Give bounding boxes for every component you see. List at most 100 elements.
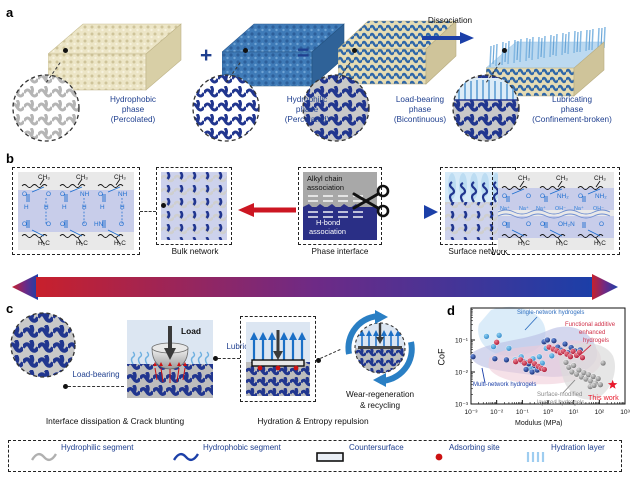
panel-c: c Load-bearing	[0, 300, 448, 430]
caption-hydrophilic-l2: phase	[295, 105, 319, 114]
caption-hydrophilic-l3: (Percolated)	[284, 115, 330, 124]
anchor-dot	[243, 48, 248, 53]
chem-right-h3c-1: H₃C	[518, 240, 530, 247]
chem-left-h-2: H	[44, 204, 49, 211]
caption-hydrophobic-l2: phase	[121, 105, 145, 114]
legend-label-hydrophilic: Hydrophilic segment	[61, 443, 134, 452]
wave-grey-icon	[30, 452, 58, 462]
chem-right-r3-5: O	[599, 221, 604, 228]
alkyl-chain-label-l2: association	[307, 183, 344, 192]
svg-text:10⁻¹: 10⁻¹	[516, 409, 530, 416]
caption-hydrophobic-l1: Hydrophobic	[110, 95, 156, 104]
svg-text:hydrogels: hydrogels	[583, 338, 609, 344]
legend-item-hydrophobic	[172, 450, 200, 464]
svg-text:10⁰: 10⁰	[543, 408, 553, 416]
caption-hydrophobic-l3: (Percolated)	[110, 115, 156, 124]
figure-legend: Hydrophilic segment Hydrophobic segment …	[8, 440, 622, 472]
panel-c-caption-right: Hydration & Entropy repulsion	[257, 416, 369, 426]
hydrophobic-slab-graphic	[48, 23, 182, 91]
chem-right-r1-1: O	[502, 193, 507, 200]
svg-text:Functional additive: Functional additive	[565, 322, 616, 328]
chem-left-h-3: H	[62, 204, 67, 211]
legend-item-adsorbing	[433, 450, 447, 464]
bulk-network-label: Bulk network	[171, 247, 219, 256]
svg-text:10⁻³: 10⁻³	[464, 409, 478, 416]
caption-lubricating-l2: phase	[560, 105, 584, 114]
leader-line	[68, 386, 124, 387]
dissociation-arrow-icon	[422, 32, 474, 44]
svg-text:10⁻¹: 10⁻¹	[455, 337, 469, 344]
blue-arrow-icon	[386, 205, 438, 219]
chart-ylabel: CoF	[436, 348, 447, 366]
chem-left-r1-5: O	[98, 191, 103, 198]
chem-right-ion-4: OH⁻	[555, 206, 566, 212]
chem-left-r1-1: O	[22, 191, 27, 198]
chem-right-r3-1: O	[502, 221, 507, 228]
lubricating-zoom-circle	[452, 74, 520, 142]
chem-left-h-5: H	[100, 204, 105, 211]
caption-loadbearing-l2: phase	[408, 105, 432, 114]
svg-text:Single-network hydrogels: Single-network hydrogels	[517, 310, 584, 316]
chem-left-r1-3: O	[60, 191, 65, 198]
chem-right-ch3-2: CH₃	[556, 175, 568, 182]
wear-label-l1: Wear-regeneration	[345, 390, 415, 399]
chem-right-h3c-2: H₃C	[556, 240, 568, 247]
chem-right-r3-2: O	[526, 221, 531, 228]
leader-line	[218, 358, 240, 359]
bulk-network-graphic	[161, 172, 227, 240]
anchor-dot	[63, 48, 68, 53]
dissociation-label: Dissociation	[427, 16, 473, 25]
chem-left-r1-2: O	[46, 191, 51, 198]
hbond-label-l2: association	[309, 227, 346, 236]
lubrication-label: Lubrication	[216, 342, 276, 352]
wave-navy-icon	[172, 452, 200, 462]
load-label: Load	[180, 326, 201, 336]
legend-label-countersurface: Countersurface	[349, 443, 404, 452]
chart-xlabel: Modulus (MPa)	[515, 420, 563, 427]
chem-right-r3-4: OH₂N	[558, 221, 575, 228]
chem-left-r3-4: O	[82, 221, 87, 228]
chem-left-h-1: H	[24, 204, 29, 211]
surface-network-label: Surface network	[448, 247, 508, 256]
caption-loadbearing-l1: Load-bearing	[395, 95, 445, 104]
chem-right-ion-5: Na⁺	[574, 206, 584, 212]
chem-left-h-6: H	[120, 204, 125, 211]
panel-c-letter: c	[6, 301, 14, 316]
alkyl-chain-label-l1: Alkyl chain	[307, 174, 343, 183]
anchor-dot	[161, 203, 166, 208]
chem-right-h3c-3: H₃C	[594, 240, 606, 247]
chem-left-h3c-1: H₃C	[38, 240, 50, 247]
wear-regeneration-graphic	[345, 310, 415, 387]
loadbearing-zoom-circle	[302, 74, 370, 142]
gradient-arrow-banner	[12, 274, 618, 300]
leader-line	[140, 211, 156, 212]
svg-text:10⁻²: 10⁻²	[490, 409, 504, 416]
chem-right-r1-4: NH₂	[557, 193, 569, 200]
svg-text:10³: 10³	[620, 409, 630, 416]
chem-left-r3-1: O	[22, 221, 27, 228]
chem-left-dashbox	[12, 167, 140, 255]
bulk-network-dashbox	[156, 167, 232, 245]
chem-left-ch3-2: CH₃	[76, 174, 88, 181]
anchor-dot	[352, 48, 357, 53]
hydration-graphic	[246, 322, 310, 396]
legend-item-hydration	[525, 450, 547, 464]
chem-left-r3-2: O	[46, 221, 51, 228]
svg-text:This work: This work	[588, 393, 619, 402]
anchor-dot	[316, 358, 321, 363]
hydrophilic-slab-graphic	[222, 23, 345, 87]
indentation-graphic: Load	[127, 320, 213, 398]
panel-a-letter: a	[6, 5, 14, 20]
legend-label-hydration: Hydration layer	[551, 443, 605, 452]
chem-left-ch3-1: CH₃	[38, 174, 50, 181]
legend-label-hydrophobic: Hydrophobic segment	[203, 443, 281, 452]
svg-text:10⁻²: 10⁻²	[455, 369, 469, 376]
chem-right-ion-1: Na⁺	[500, 206, 510, 212]
panel-b-letter: b	[6, 151, 14, 166]
hydrophobic-zoom-circle	[12, 74, 80, 142]
svg-text:enhanced: enhanced	[579, 330, 605, 336]
hbond-label-l1: H-bond	[316, 218, 341, 227]
chem-right-r1-3: O	[540, 193, 545, 200]
equals-operator: =	[297, 42, 310, 65]
legend-item-hydrophilic	[30, 450, 58, 464]
